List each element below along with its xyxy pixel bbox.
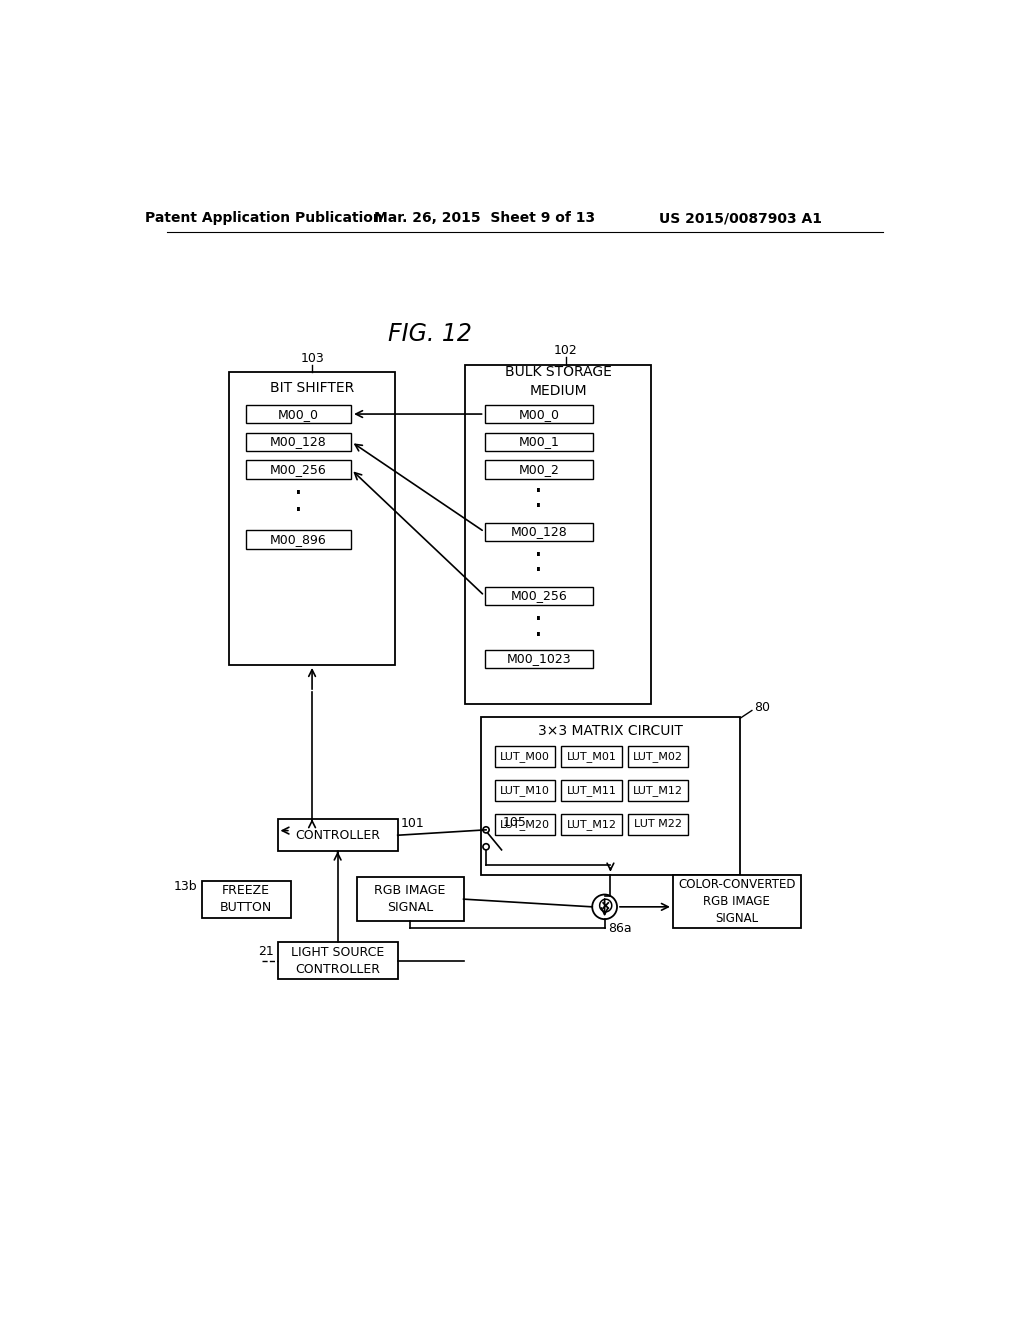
Bar: [484, 461, 593, 479]
Text: LUT_M02: LUT_M02: [633, 751, 683, 762]
Text: LUT_M10: LUT_M10: [500, 785, 550, 796]
Text: RGB IMAGE
SIGNAL: RGB IMAGE SIGNAL: [375, 884, 445, 915]
Text: M00_2: M00_2: [518, 463, 559, 477]
Text: LIGHT SOURCE
CONTROLLER: LIGHT SOURCE CONTROLLER: [291, 945, 384, 975]
Bar: [628, 780, 688, 801]
Text: M00_256: M00_256: [510, 589, 567, 602]
Text: 103: 103: [300, 352, 324, 366]
Text: ⊗: ⊗: [596, 896, 613, 917]
Text: 102: 102: [554, 345, 578, 358]
Text: M00_128: M00_128: [510, 525, 567, 539]
Bar: [278, 818, 397, 851]
Text: ·: ·: [535, 622, 543, 649]
Text: LUT M22: LUT M22: [634, 820, 682, 829]
Bar: [495, 746, 555, 767]
Text: US 2015/0087903 A1: US 2015/0087903 A1: [658, 211, 821, 226]
Text: M00_1023: M00_1023: [507, 652, 571, 665]
Bar: [561, 746, 622, 767]
Text: LUT_M20: LUT_M20: [500, 818, 550, 830]
Text: 80: 80: [755, 701, 770, 714]
Bar: [228, 372, 395, 665]
Text: LUT_M12: LUT_M12: [566, 818, 616, 830]
Text: M00_256: M00_256: [270, 463, 327, 477]
Text: BIT SHIFTER: BIT SHIFTER: [270, 381, 354, 395]
Text: 101: 101: [400, 817, 425, 830]
Bar: [484, 433, 593, 451]
Text: BULK STORAGE
MEDIUM: BULK STORAGE MEDIUM: [505, 366, 611, 397]
Bar: [484, 405, 593, 424]
Bar: [484, 586, 593, 605]
Bar: [246, 461, 351, 479]
Text: FIG. 12: FIG. 12: [388, 322, 472, 346]
Text: ·: ·: [535, 494, 543, 521]
Bar: [484, 523, 593, 541]
Text: ·: ·: [535, 557, 543, 585]
Text: Patent Application Publication: Patent Application Publication: [144, 211, 383, 226]
Text: ·: ·: [535, 541, 543, 570]
Text: 105: 105: [503, 816, 527, 829]
Text: CONTROLLER: CONTROLLER: [295, 829, 380, 842]
Bar: [495, 780, 555, 801]
Text: LUT_M11: LUT_M11: [566, 785, 616, 796]
Text: LUT_M01: LUT_M01: [566, 751, 616, 762]
Bar: [480, 717, 740, 875]
Bar: [673, 875, 801, 928]
Bar: [356, 876, 464, 921]
Text: COLOR-CONVERTED
RGB IMAGE
SIGNAL: COLOR-CONVERTED RGB IMAGE SIGNAL: [678, 878, 796, 925]
Text: 86a: 86a: [608, 921, 632, 935]
Bar: [246, 405, 351, 424]
Text: M00_1: M00_1: [518, 436, 559, 449]
Text: LUT_M00: LUT_M00: [500, 751, 550, 762]
Text: ·: ·: [535, 478, 543, 506]
Bar: [495, 813, 555, 836]
Bar: [246, 531, 351, 549]
Text: M00_128: M00_128: [270, 436, 327, 449]
Text: M00_896: M00_896: [270, 533, 327, 546]
Text: 3×3 MATRIX CIRCUIT: 3×3 MATRIX CIRCUIT: [538, 723, 683, 738]
Text: 13b: 13b: [174, 880, 198, 894]
Text: ·: ·: [535, 606, 543, 635]
Bar: [628, 746, 688, 767]
Bar: [246, 433, 351, 451]
Text: Mar. 26, 2015  Sheet 9 of 13: Mar. 26, 2015 Sheet 9 of 13: [374, 211, 595, 226]
Bar: [561, 813, 622, 836]
Bar: [561, 780, 622, 801]
Bar: [465, 364, 651, 704]
Text: LUT_M12: LUT_M12: [633, 785, 683, 796]
Text: M00_0: M00_0: [278, 408, 319, 421]
Bar: [202, 880, 291, 917]
Text: M00_0: M00_0: [518, 408, 559, 421]
Bar: [484, 649, 593, 668]
Text: ·: ·: [294, 480, 303, 508]
Bar: [628, 813, 688, 836]
Text: FREEZE
BUTTON: FREEZE BUTTON: [220, 884, 272, 915]
Text: ·: ·: [294, 498, 303, 525]
Bar: [278, 942, 397, 979]
Text: 21: 21: [258, 945, 273, 958]
